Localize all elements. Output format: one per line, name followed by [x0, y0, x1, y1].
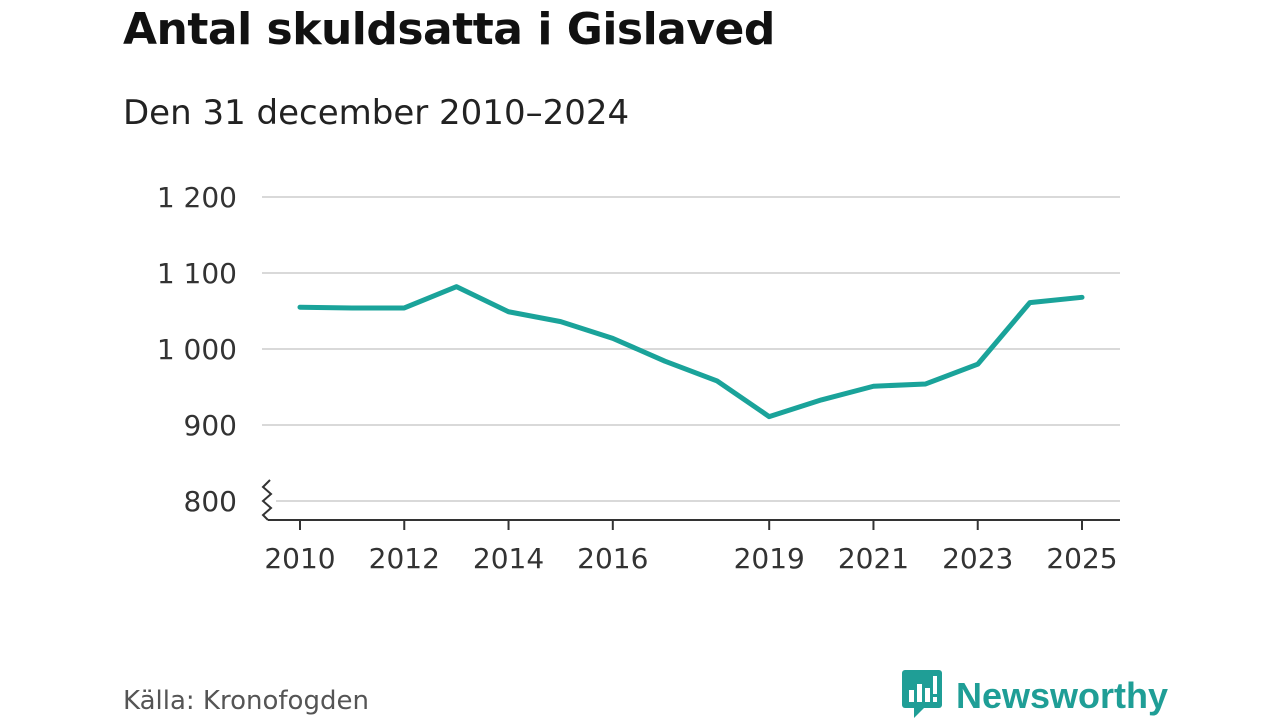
y-tick-label: 1 100 [157, 257, 237, 290]
chart-title: Antal skuldsatta i Gislaved [123, 4, 775, 55]
axis-break-icon [261, 479, 273, 521]
x-tick-label: 2014 [473, 542, 544, 575]
y-tick-label: 1 000 [157, 333, 237, 366]
y-tick-label: 900 [184, 409, 237, 442]
y-tick-label: 800 [184, 485, 237, 518]
series-line [297, 284, 1085, 420]
x-tick-label: 2019 [734, 542, 805, 575]
x-tick-label: 2016 [577, 542, 648, 575]
source-label: Källa: Kronofogden [123, 686, 369, 716]
x-tick-label: 2012 [369, 542, 440, 575]
brand-name: Newsworthy [956, 675, 1169, 716]
newsworthy-logo-icon [902, 670, 942, 720]
chart-subtitle: Den 31 december 2010–2024 [123, 93, 630, 133]
x-tick-label: 2010 [264, 542, 335, 575]
x-tick-label: 2021 [838, 542, 909, 575]
brand-logo: Newsworthy [902, 670, 1168, 720]
y-tick-label: 1 200 [157, 181, 237, 214]
x-tick-label: 2023 [942, 542, 1013, 575]
x-tick-label: 2025 [1046, 542, 1117, 575]
